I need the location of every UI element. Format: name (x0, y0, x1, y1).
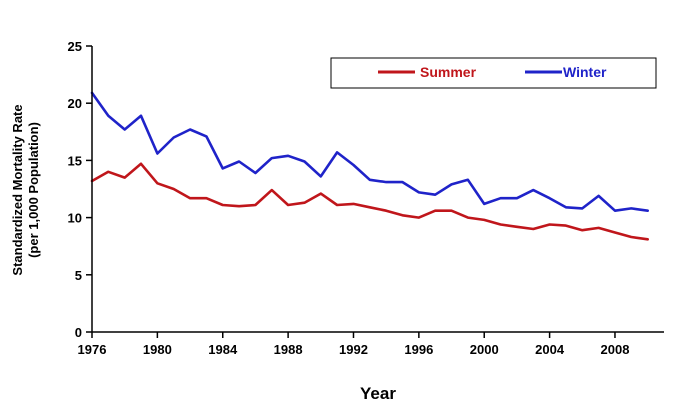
series-line-winter (90, 91, 650, 212)
y-tick-label: 15 (68, 153, 82, 168)
x-tick-label: 1996 (404, 342, 433, 357)
x-tick-label: 1984 (208, 342, 238, 357)
legend-label-summer: Summer (420, 64, 477, 80)
x-tick-label: 1992 (339, 342, 368, 357)
x-tick-label: 1980 (143, 342, 172, 357)
x-tick-label: 2000 (470, 342, 499, 357)
x-axis-ticks: 1976 1980 1984 1988 1992 1996 2000 2004 2008 (78, 332, 630, 357)
x-tick-label: 1988 (274, 342, 303, 357)
y-tick-label: 25 (68, 39, 82, 54)
x-tick-label: 1976 (78, 342, 107, 357)
legend-label-winter: Winter (563, 64, 607, 80)
y-axis-title-line-2: (per 1,000 Population) (26, 122, 41, 258)
x-tick-label: 2008 (601, 342, 630, 357)
x-tick-label: 2004 (535, 342, 565, 357)
y-tick-label: 20 (68, 96, 82, 111)
x-axis-title: Year (360, 384, 396, 403)
y-tick-label: 5 (75, 268, 82, 283)
y-tick-label: 0 (75, 325, 82, 340)
series-lines (90, 91, 650, 241)
y-axis-title-line-1: Standardized Mortality Rate (10, 104, 25, 275)
y-axis-ticks: 0 5 10 15 20 25 (68, 39, 92, 340)
legend: Summer Winter (330, 57, 657, 89)
series-line-summer (90, 162, 650, 241)
y-tick-label: 10 (68, 211, 82, 226)
